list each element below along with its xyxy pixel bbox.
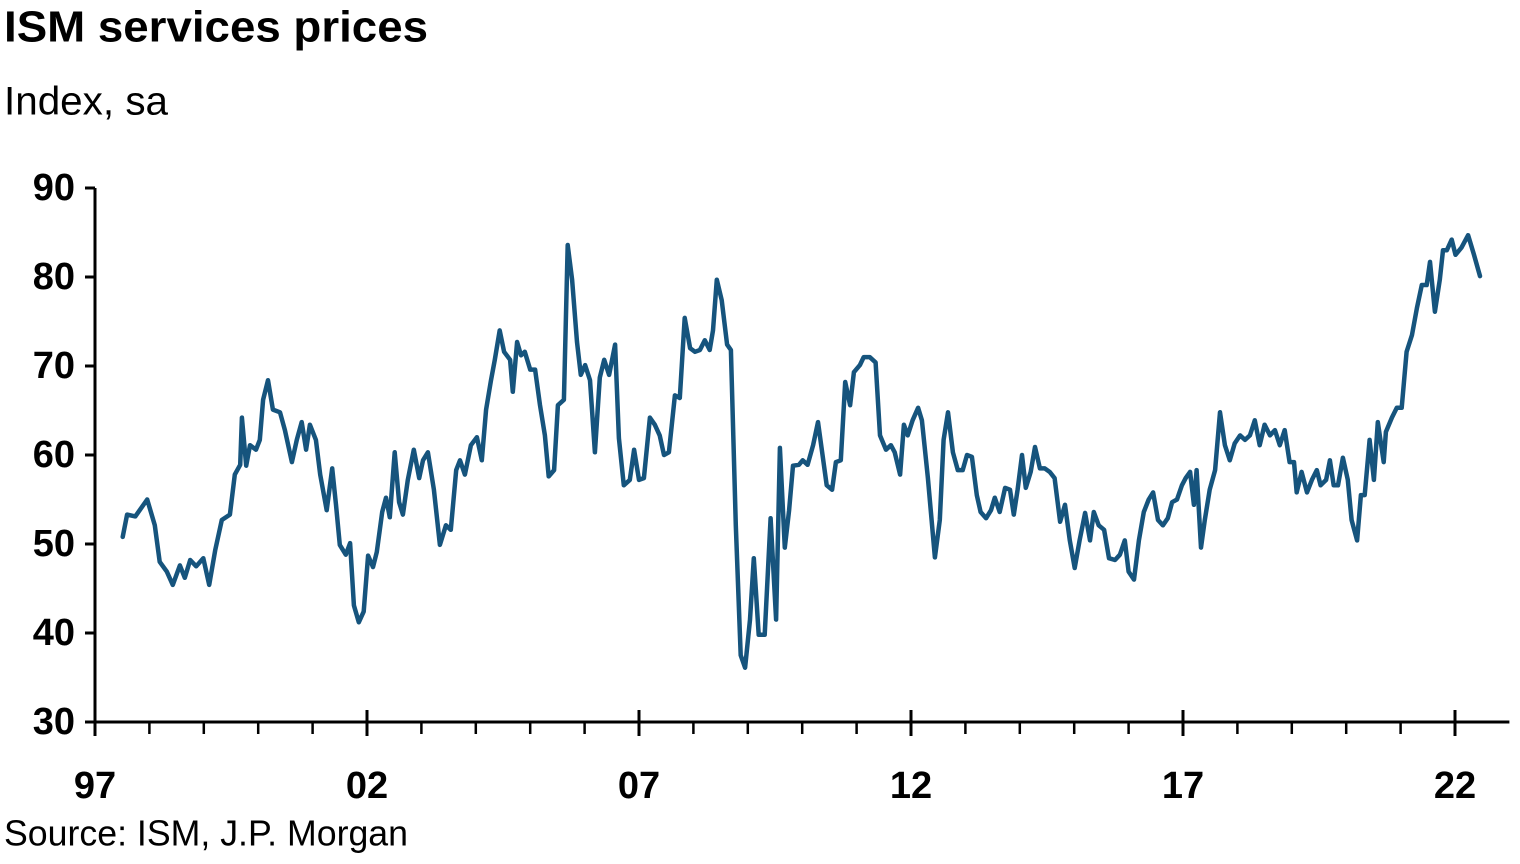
chart-title: ISM services prices (4, 3, 428, 52)
y-tick-label: 40 (33, 612, 75, 654)
data-line (120, 232, 1483, 670)
x-tick-label: 12 (890, 765, 932, 807)
x-tick-label: 17 (1162, 765, 1204, 807)
y-tick-label: 90 (33, 167, 75, 209)
x-tick-label: 22 (1434, 765, 1476, 807)
x-tick-label: 02 (346, 765, 388, 807)
chart-subtitle: Index, sa (4, 80, 169, 124)
y-tick-label: 30 (33, 701, 75, 743)
y-tick-label: 50 (33, 523, 75, 565)
plot-area: 30 40 50 60 70 80 90 97 02 07 12 17 22 (33, 167, 1510, 807)
source-note: Source: ISM, J.P. Morgan (4, 813, 408, 854)
y-tick-label: 80 (33, 256, 75, 298)
y-tick-label: 70 (33, 345, 75, 387)
x-tick-label: 97 (74, 765, 116, 807)
y-tick-label: 60 (33, 434, 75, 476)
x-tick-label: 07 (618, 765, 660, 807)
